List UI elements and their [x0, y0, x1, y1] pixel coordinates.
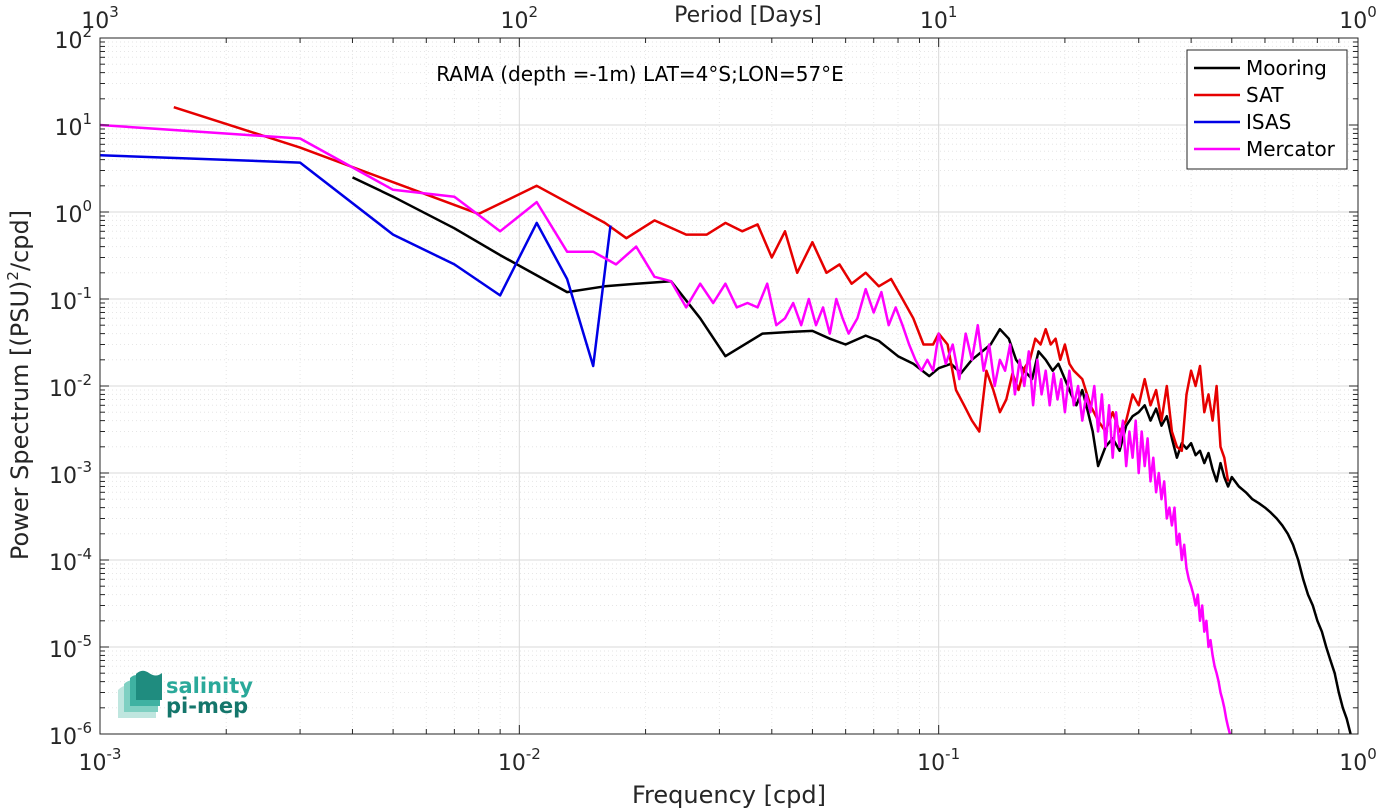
top-tick-label: 102	[501, 3, 539, 34]
y-tick-label: 10-3	[49, 458, 92, 489]
x-tick-label: 10-1	[917, 745, 960, 776]
y-tick-label: 10-4	[49, 545, 92, 576]
x-tick-label: 10-2	[498, 745, 541, 776]
logo-text-line1: salinity	[166, 674, 253, 698]
legend-label-sat: SAT	[1246, 83, 1284, 107]
y-tick-label: 10-2	[49, 371, 92, 402]
legend-label-isas: ISAS	[1246, 110, 1291, 134]
plot-area	[100, 106, 1352, 734]
x-axis-label: Frequency [cpd]	[632, 781, 826, 809]
top-tick-label: 100	[1339, 3, 1377, 34]
top-tick-label: 101	[920, 3, 958, 34]
y-axis-label: Power Spectrum [(PSU)2/cpd]	[4, 210, 34, 560]
legend-label-mercator: Mercator	[1246, 137, 1336, 161]
series-line-sat	[173, 106, 1230, 482]
chart-title: RAMA (depth =-1m) LAT=4°S;LON=57°E	[436, 62, 844, 86]
top-axis-label: Period [Days]	[674, 3, 822, 28]
y-tick-label: 10-5	[49, 632, 92, 663]
series-line-isas	[100, 153, 612, 368]
y-tick-label: 10-6	[49, 719, 92, 750]
series-line-mercator	[100, 123, 1232, 734]
tick-marks	[99, 37, 1359, 735]
top-tick-label: 103	[81, 3, 119, 34]
legend: Mooring SAT ISAS Mercator	[1186, 49, 1348, 170]
salinity-pimep-logo: salinity pi-mep	[118, 670, 253, 718]
logo-text-line2: pi-mep	[166, 694, 248, 718]
y-tick-label: 100	[54, 197, 92, 228]
wave-logo-icon	[118, 670, 162, 718]
y-tick-label: 101	[54, 110, 92, 141]
series-line-mooring	[351, 176, 1352, 734]
x-tick-label: 100	[1339, 745, 1377, 776]
y-tick-label: 102	[54, 23, 92, 54]
y-tick-label: 10-1	[49, 284, 92, 315]
x-tick-label: 10-3	[79, 745, 122, 776]
legend-label-mooring: Mooring	[1246, 56, 1327, 80]
